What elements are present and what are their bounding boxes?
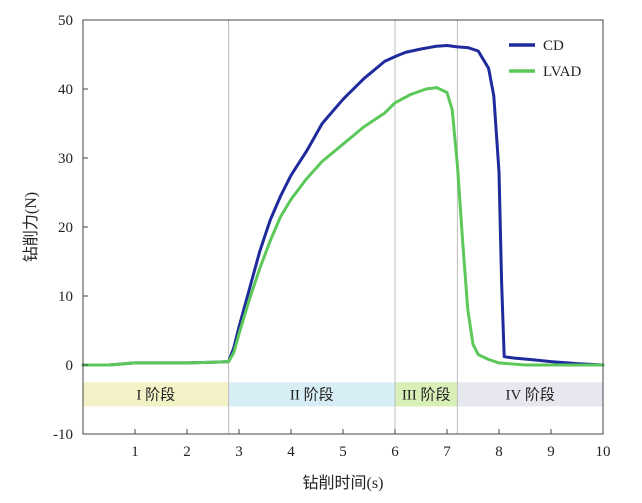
stage-band-1 bbox=[83, 382, 229, 407]
x-tick-label-9: 9 bbox=[547, 444, 555, 460]
y-tick-label-30: 30 bbox=[58, 151, 73, 167]
series-lines bbox=[81, 44, 605, 367]
stage-dividers bbox=[228, 20, 458, 434]
y-tick-label-0: 0 bbox=[66, 358, 74, 374]
y-tick-label--10: -10 bbox=[53, 427, 73, 443]
y-axis-title: 钻削力(N) bbox=[22, 192, 40, 262]
y-tick-label-50: 50 bbox=[58, 13, 73, 29]
stage-band-2 bbox=[228, 382, 395, 407]
x-tick-label-2: 2 bbox=[183, 444, 191, 460]
series-line-lvad bbox=[81, 86, 605, 367]
stage-band-3 bbox=[395, 382, 458, 407]
legend-label-cd: CD bbox=[543, 38, 564, 54]
x-tick-label-1: 1 bbox=[131, 444, 139, 460]
legend: CD LVAD bbox=[509, 38, 582, 80]
y-tick-label-20: 20 bbox=[58, 220, 73, 236]
x-tick-label-5: 5 bbox=[339, 444, 347, 460]
series-line-cd bbox=[81, 44, 605, 367]
y-tick-label-40: 40 bbox=[58, 82, 73, 98]
x-tick-label-7: 7 bbox=[443, 444, 451, 460]
x-tick-label-6: 6 bbox=[391, 444, 399, 460]
x-axis-title: 钻削时间(s) bbox=[303, 474, 384, 492]
stage-label-4: IV 阶段 bbox=[506, 386, 555, 403]
x-tick-label-8: 8 bbox=[495, 444, 503, 460]
stage-band-4 bbox=[457, 382, 603, 407]
legend-label-lvad: LVAD bbox=[543, 64, 582, 80]
stage-label-3: III 阶段 bbox=[402, 386, 451, 403]
stage-label-1: I 阶段 bbox=[136, 386, 175, 403]
stage-label-2: II 阶段 bbox=[290, 386, 334, 403]
x-tick-label-4: 4 bbox=[287, 444, 295, 460]
x-tick-label-10: 10 bbox=[596, 444, 611, 460]
x-tick-label-3: 3 bbox=[235, 444, 243, 460]
y-tick-label-10: 10 bbox=[58, 289, 73, 305]
stage-bands bbox=[83, 382, 603, 407]
tick-labels: 1 2 3 4 5 6 7 8 9 10 -10 0 10 20 30 40 50 bbox=[53, 13, 611, 460]
axis-ticks bbox=[83, 19, 604, 435]
plot-frame bbox=[82, 19, 604, 435]
stage-labels: I 阶段 II 阶段 III 阶段 IV 阶段 bbox=[136, 386, 554, 403]
